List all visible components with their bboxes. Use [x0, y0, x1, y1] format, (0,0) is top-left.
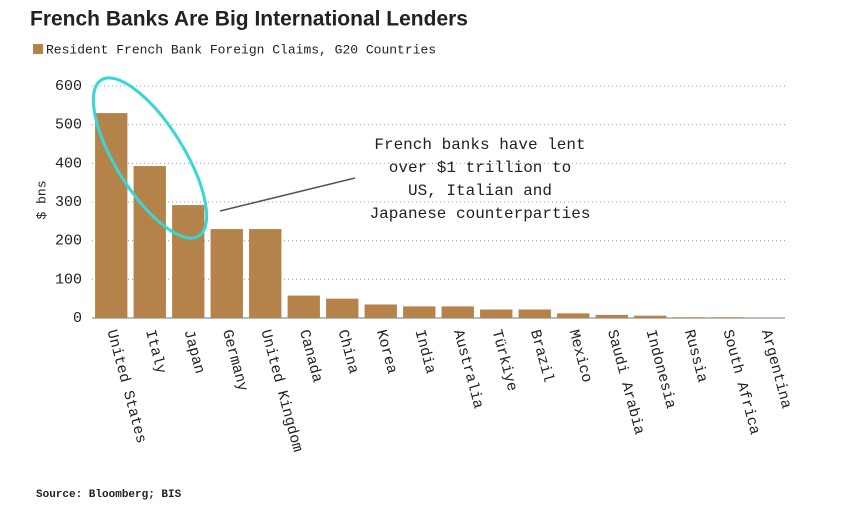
chart-title: French Banks Are Big International Lende…	[30, 8, 468, 31]
x-tick-label: United Kingdom	[257, 328, 306, 454]
y-tick-label: 300	[55, 194, 82, 211]
annotation: French banks have lent	[374, 136, 585, 154]
x-tick-label: Saudi Arabia	[603, 328, 647, 437]
annotation: Japanese counterparties	[370, 205, 591, 223]
x-tick-label: United States	[103, 328, 150, 445]
x-tick-label: South Africa	[719, 328, 763, 437]
bar	[210, 229, 243, 318]
bar	[480, 309, 513, 318]
y-axis-label: $ bns	[34, 180, 49, 219]
bar	[711, 317, 744, 318]
y-tick-label: 600	[55, 78, 82, 95]
x-tick-label: India	[411, 328, 439, 376]
x-tick-label: Italy	[141, 328, 169, 376]
x-tick-label: Australia	[449, 328, 486, 411]
bar	[172, 205, 205, 318]
bar	[557, 313, 590, 318]
bar	[287, 295, 320, 318]
legend-swatch	[33, 44, 43, 54]
x-tick-label: Germany	[218, 328, 251, 393]
x-tick-label: Korea	[372, 328, 400, 376]
y-tick-label: 500	[55, 117, 82, 134]
bar	[518, 309, 551, 318]
x-tick-label: Türkiye	[488, 328, 521, 393]
bar	[95, 113, 128, 318]
bar	[634, 315, 667, 318]
x-tick-label: Brazil	[526, 328, 556, 385]
bar	[595, 314, 628, 318]
x-tick-label: Indonesia	[642, 328, 679, 411]
bar	[364, 304, 397, 318]
source: Source: Bloomberg; BIS	[36, 489, 182, 501]
highlight-ellipse	[91, 76, 209, 240]
x-tick-label: China	[334, 328, 362, 376]
x-tick-label: Mexico	[565, 328, 595, 385]
x-tick-label: Japan	[180, 328, 208, 376]
y-tick-label: 0	[73, 310, 82, 327]
x-tick-label: Canada	[295, 328, 325, 385]
bar	[403, 306, 436, 318]
annotation: over $1 trillion to	[389, 159, 571, 177]
x-tick-label: Russia	[680, 328, 710, 385]
y-tick-label: 200	[55, 233, 82, 250]
y-tick-label: 400	[55, 155, 82, 172]
annotation-line	[219, 177, 356, 212]
x-tick-label: Argentina	[757, 328, 794, 411]
y-tick-label: 100	[55, 271, 82, 288]
bar	[441, 306, 474, 318]
annotation: US, Italian and	[408, 182, 552, 200]
bar	[249, 229, 282, 318]
bar	[133, 166, 166, 318]
bar	[672, 317, 705, 318]
legend-label: Resident French Bank Foreign Claims, G20…	[46, 42, 436, 57]
bar	[326, 298, 359, 318]
